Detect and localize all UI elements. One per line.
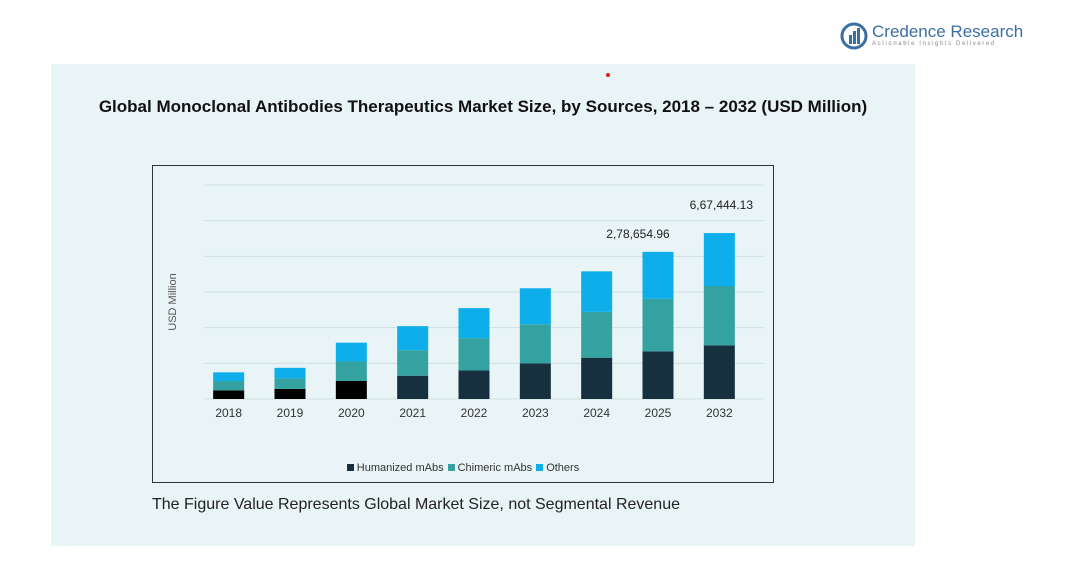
bar-others-2022 [458, 308, 490, 339]
bar-chimeric-mabs-2022 [458, 338, 490, 371]
legend-label: Chimeric mAbs [457, 462, 533, 474]
brand-tagline: Actionable Insights Delivered [872, 41, 996, 47]
bar-chimeric-mabs-2021 [397, 350, 429, 376]
bar-chimeric-mabs-2024 [581, 311, 613, 358]
bar-others-2024 [581, 271, 613, 312]
legend-item: Others [536, 462, 579, 474]
bar-chimeric-mabs-2023 [519, 324, 551, 364]
legend-swatch [447, 464, 455, 471]
data-label: 6,67,444.13 [690, 198, 754, 212]
x-tick-label: 2021 [399, 406, 426, 420]
bar-humanized-mabs-2020 [335, 380, 367, 399]
bar-humanized-mabs-2024 [581, 357, 613, 399]
legend-item: Humanized mAbs [346, 462, 444, 474]
chart-legend: Humanized mAbs Chimeric mAbs Others [152, 462, 774, 474]
bar-chimeric-mabs-2019 [274, 378, 306, 389]
x-tick-label: 2023 [522, 406, 549, 420]
bar-others-2018 [213, 372, 245, 381]
bar-others-2020 [335, 342, 367, 362]
bar-humanized-mabs-2025 [642, 351, 674, 399]
bar-others-2032 [703, 233, 735, 286]
bar-others-2023 [519, 288, 551, 325]
x-tick-label: 2024 [583, 406, 610, 420]
footnote: The Figure Value Represents Global Marke… [152, 496, 680, 513]
bar-humanized-mabs-2023 [519, 363, 551, 399]
bar-chimeric-mabs-2025 [642, 298, 674, 352]
bar-humanized-mabs-2022 [458, 370, 490, 399]
bar-chimeric-mabs-2020 [335, 361, 367, 381]
data-label: 2,78,654.96 [606, 227, 670, 241]
x-tick-label: 2032 [706, 406, 733, 420]
x-tick-label: 2019 [277, 406, 304, 420]
legend-item: Chimeric mAbs [447, 462, 533, 474]
bar-humanized-mabs-2018 [213, 390, 245, 399]
y-axis-label: USD Million [167, 273, 179, 330]
legend-label: Others [546, 462, 580, 474]
x-tick-label: 2022 [461, 406, 488, 420]
bar-humanized-mabs-2032 [703, 345, 735, 399]
legend-label: Humanized mAbs [356, 462, 444, 474]
bar-others-2021 [397, 326, 429, 351]
red-marker-dot [606, 73, 610, 77]
x-tick-label: 2020 [338, 406, 365, 420]
bar-chimeric-mabs-2018 [213, 380, 245, 391]
bar-chart-logo-icon [840, 22, 868, 50]
bar-humanized-mabs-2019 [274, 388, 306, 399]
x-tick-label: 2018 [215, 406, 242, 420]
bar-humanized-mabs-2021 [397, 375, 429, 399]
brand-name: Credence Research [872, 22, 1024, 41]
bar-chimeric-mabs-2032 [703, 285, 735, 346]
bar-chart: USD Million 2018 2019 2020 2021 2022 2023 2024 2… [167, 184, 764, 420]
x-tick-label: 2025 [645, 406, 672, 420]
bar-others-2025 [642, 251, 674, 299]
chart-title: Global Monoclonal Antibodies Therapeutic… [98, 97, 868, 116]
legend-swatch [346, 464, 354, 471]
bar-others-2019 [274, 367, 306, 379]
legend-swatch [536, 464, 544, 471]
brand-logo: Credence Research Actionable Insights De… [840, 20, 1030, 52]
